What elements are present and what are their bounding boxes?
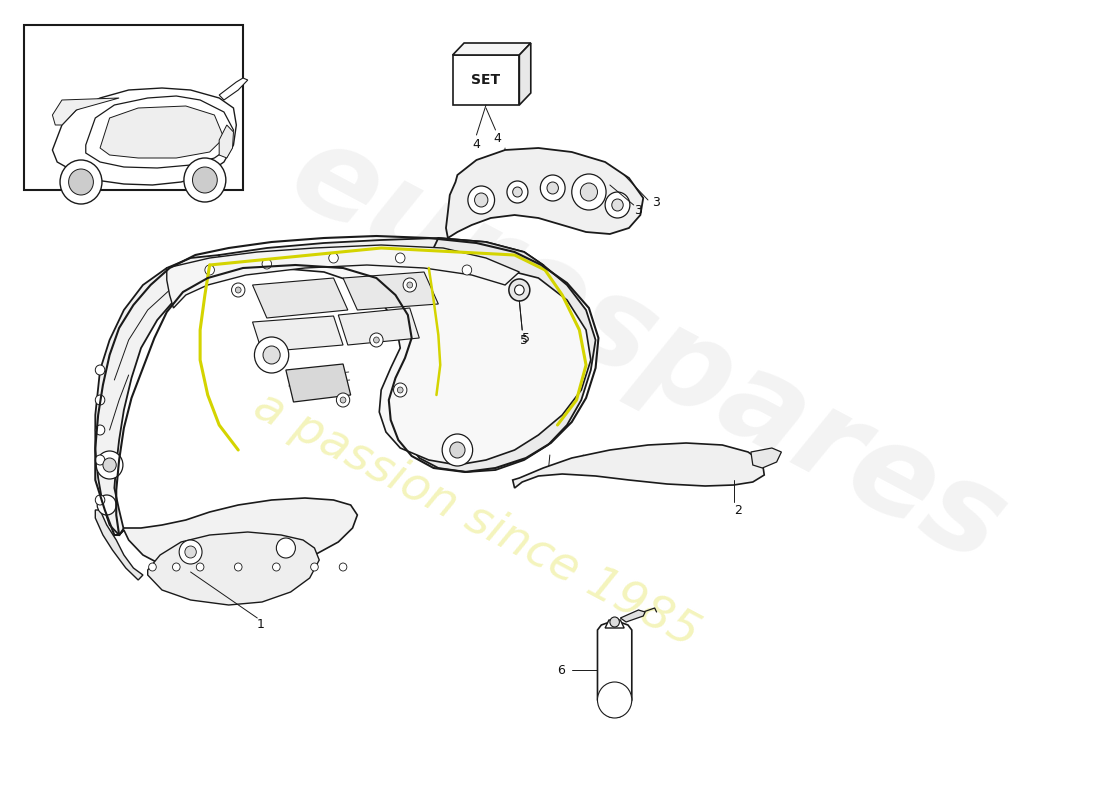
Text: 3: 3 [635,203,642,217]
Polygon shape [167,245,519,308]
Circle shape [96,395,104,405]
FancyBboxPatch shape [24,25,243,190]
Circle shape [173,563,180,571]
Polygon shape [53,88,236,185]
Circle shape [581,183,597,201]
Polygon shape [253,316,343,352]
Polygon shape [605,620,624,628]
Circle shape [96,425,104,435]
Polygon shape [513,443,764,488]
Circle shape [148,563,156,571]
Polygon shape [446,148,644,238]
Circle shape [540,175,565,201]
Polygon shape [339,308,419,345]
Circle shape [184,158,226,202]
Text: 4: 4 [494,131,502,145]
Polygon shape [119,498,358,575]
Circle shape [547,182,559,194]
Text: eurospares: eurospares [271,111,1025,589]
Text: 5: 5 [520,334,528,346]
Circle shape [96,455,104,465]
Circle shape [68,169,94,195]
Circle shape [254,337,288,373]
Circle shape [273,563,280,571]
Circle shape [235,287,241,293]
Text: SET: SET [472,73,500,87]
Polygon shape [219,258,591,465]
Circle shape [462,265,472,275]
Circle shape [179,540,202,564]
Polygon shape [253,278,348,318]
Polygon shape [147,532,319,605]
Polygon shape [452,55,519,105]
Polygon shape [86,96,233,168]
Circle shape [397,387,403,393]
Text: 6: 6 [558,663,565,677]
Circle shape [310,563,318,571]
Circle shape [507,181,528,203]
Circle shape [468,186,495,214]
Circle shape [509,279,530,301]
Circle shape [394,383,407,397]
Polygon shape [96,255,219,535]
Circle shape [515,285,524,295]
Polygon shape [343,272,438,310]
Circle shape [450,442,465,458]
Polygon shape [519,43,531,105]
Circle shape [396,253,405,263]
Polygon shape [210,238,543,278]
Polygon shape [405,238,595,472]
Polygon shape [100,106,224,158]
Polygon shape [219,125,233,158]
Circle shape [96,451,123,479]
Text: 1: 1 [257,618,265,631]
Circle shape [97,495,117,515]
Polygon shape [286,364,351,402]
Circle shape [474,193,488,207]
Circle shape [234,563,242,571]
Circle shape [185,546,196,558]
Text: 2: 2 [735,503,743,517]
Circle shape [337,393,350,407]
Circle shape [263,346,280,364]
Circle shape [329,253,339,263]
Text: 5: 5 [522,331,530,345]
Circle shape [442,434,473,466]
Circle shape [276,538,296,558]
Text: 3: 3 [651,195,660,209]
Circle shape [96,495,104,505]
Circle shape [597,682,631,718]
Circle shape [196,563,204,571]
Polygon shape [53,98,119,125]
Circle shape [572,174,606,210]
Circle shape [205,265,214,275]
Circle shape [374,337,379,343]
Polygon shape [452,43,531,55]
Circle shape [232,283,245,297]
Circle shape [370,333,383,347]
Circle shape [340,397,345,403]
Text: a passion since 1985: a passion since 1985 [246,383,706,657]
Polygon shape [751,448,781,468]
Circle shape [612,199,624,211]
Polygon shape [597,622,631,717]
Circle shape [339,563,346,571]
Circle shape [605,192,630,218]
Circle shape [513,187,522,197]
Circle shape [96,365,104,375]
Circle shape [407,282,412,288]
Circle shape [609,617,619,627]
Circle shape [103,458,117,472]
Circle shape [192,167,218,193]
Polygon shape [96,510,143,580]
Circle shape [262,259,272,269]
Text: 4: 4 [473,138,481,151]
Polygon shape [219,78,248,100]
Circle shape [403,278,417,292]
Circle shape [60,160,102,204]
Polygon shape [620,610,645,622]
